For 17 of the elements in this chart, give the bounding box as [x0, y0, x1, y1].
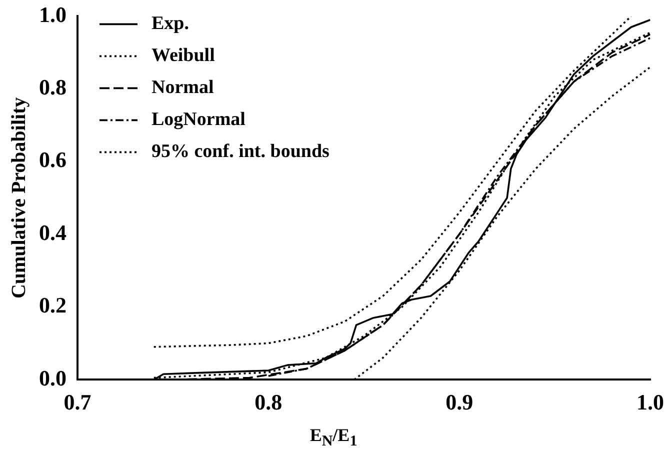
- y-axis-title: Cumulative Probability: [8, 97, 30, 299]
- y-tick-label: 0.4: [39, 220, 66, 245]
- legend-label: LogNormal: [152, 109, 246, 130]
- legend-label: Exp.: [152, 13, 189, 34]
- y-tick-label: 0.6: [39, 147, 66, 172]
- x-tick-label: 0.8: [254, 389, 282, 414]
- x-tick-label: 0.7: [64, 389, 92, 414]
- y-tick-label: 0.0: [39, 365, 66, 390]
- x-axis-title: E$_{N}$/E$_{1}$: [308, 425, 358, 451]
- x-tick-label: 1.0: [636, 389, 664, 414]
- x-tick-label: 0.9: [446, 389, 474, 414]
- y-tick-label: 1.0: [39, 2, 66, 27]
- legend-label: Weibull: [152, 45, 215, 66]
- legend-label: 95% conf. int. bounds: [152, 141, 330, 162]
- legend-label: Normal: [152, 77, 214, 98]
- y-tick-label: 0.8: [39, 74, 66, 100]
- y-tick-label: 0.2: [39, 292, 66, 318]
